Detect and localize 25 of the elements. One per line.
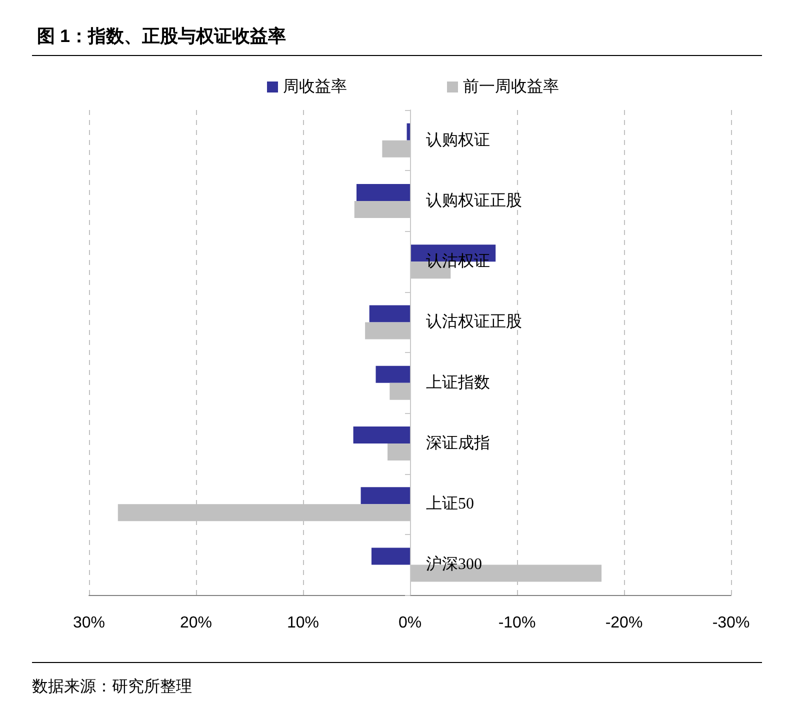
x-tick-label: 20% [180, 614, 212, 632]
x-tick-label: 0% [398, 614, 422, 632]
bar [406, 123, 410, 140]
bar [371, 548, 410, 565]
x-tick-label: -10% [498, 614, 536, 632]
legend-label: 周收益率 [283, 78, 347, 96]
y-tick-label: 认购权证正股 [426, 191, 522, 210]
y-tick-label: 深证成指 [426, 434, 490, 452]
y-tick-label: 上证50 [426, 494, 474, 513]
x-tick-label: 10% [286, 614, 320, 632]
source-note: 数据来源：研究所整理 [32, 678, 192, 696]
x-tick-label: 30% [72, 614, 106, 632]
bar [369, 305, 410, 322]
bar [353, 426, 410, 444]
chart-title: 图 1：指数、正股与权证收益率 [37, 26, 286, 46]
bar [356, 184, 410, 201]
legend-label: 前一周收益率 [463, 78, 559, 96]
y-tick-label: 认沽权证正股 [426, 312, 522, 331]
x-tick-label: -20% [605, 614, 643, 632]
bar [376, 366, 410, 383]
y-tick-label: 认购权证 [426, 130, 490, 149]
x-tick-label: -30% [712, 614, 750, 632]
bar [360, 487, 410, 504]
y-tick-label: 沪深300 [426, 555, 482, 574]
y-tick-label: 上证指数 [426, 373, 490, 392]
